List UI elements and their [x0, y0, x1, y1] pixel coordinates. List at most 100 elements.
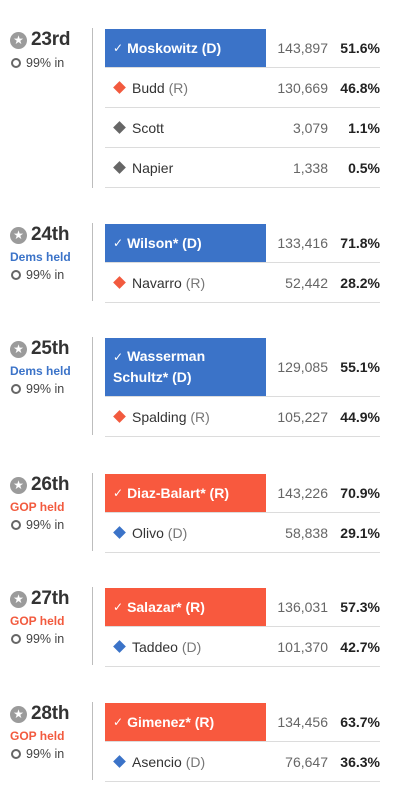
candidate-party: (R): [209, 484, 229, 501]
other-diamond-icon: [113, 161, 126, 174]
candidate-pct: 63.7%: [340, 713, 380, 730]
candidate-pct: 29.1%: [340, 524, 380, 541]
candidate-party: (D): [172, 369, 192, 385]
reporting-text: 99% in: [26, 382, 65, 396]
divider: [92, 337, 93, 435]
reporting-status: 99% in: [10, 382, 100, 396]
candidate-votes: 76,647: [285, 753, 328, 770]
candidate-votes: 52,442: [285, 274, 328, 291]
district-label: 27th: [31, 588, 70, 609]
held-status: GOP held: [10, 500, 65, 514]
candidate-pct: 70.9%: [340, 484, 380, 501]
check-icon: ✓: [113, 599, 124, 614]
candidate-votes: 143,226: [277, 484, 328, 501]
candidate-pct: 42.7%: [340, 638, 380, 655]
district-label: 28th: [31, 703, 70, 724]
candidate-votes: 1,338: [292, 159, 328, 176]
divider: [92, 473, 93, 551]
candidate-party: (D): [181, 638, 202, 655]
reporting-status: 99% in: [10, 747, 100, 761]
candidate-pct: 0.5%: [348, 159, 380, 176]
star-icon[interactable]: ★: [10, 590, 27, 608]
star-icon[interactable]: ★: [10, 31, 27, 49]
district-label: 25th: [31, 338, 70, 359]
results-table: ✓ Wilson* (D) 133,416 71.8% Navarro (R) …: [105, 223, 380, 303]
candidate-votes: 133,416: [277, 234, 328, 251]
candidate-row: Napier 1,338 0.5%: [105, 148, 380, 188]
candidate-name: Salazar*: [127, 598, 182, 615]
reporting-ring-icon: [11, 749, 21, 759]
check-icon: ✓: [113, 485, 124, 500]
held-status: GOP held: [10, 614, 65, 628]
candidate-votes: 130,669: [277, 79, 328, 96]
candidate-row: Olivo (D) 58,838 29.1%: [105, 513, 380, 553]
candidate-row-winner: ✓ Wasserman Schultz* (D) 129,085 55.1%: [105, 337, 380, 397]
reporting-ring-icon: [11, 270, 21, 280]
candidate-party: (R): [194, 713, 215, 730]
candidate-pct: 1.1%: [348, 119, 380, 136]
candidate-party: (D): [185, 753, 206, 770]
candidate-row: Navarro (R) 52,442 28.2%: [105, 263, 380, 303]
reporting-text: 99% in: [26, 518, 65, 532]
reporting-ring-icon: [11, 520, 21, 530]
results-table: ✓ Moskowitz (D) 143,897 51.6% Budd (R) 1…: [105, 28, 380, 188]
reporting-ring-icon: [11, 58, 21, 68]
district-label: 26th: [31, 474, 70, 495]
held-status: GOP held: [10, 729, 65, 743]
dem-diamond-icon: [113, 526, 126, 539]
candidate-pct: 46.8%: [340, 79, 380, 96]
race-title: ★ 27th: [10, 587, 100, 611]
check-icon: ✓: [113, 235, 124, 250]
dem-diamond-icon: [113, 755, 126, 768]
candidate-row-winner: ✓ Gimenez* (R) 134,456 63.7%: [105, 702, 380, 742]
candidate-votes: 105,227: [277, 408, 328, 425]
check-icon: ✓: [113, 714, 124, 729]
star-icon[interactable]: ★: [10, 340, 27, 358]
held-status: Dems held: [10, 364, 71, 378]
reporting-status: 99% in: [10, 56, 100, 70]
race-header: ★ 28th GOP held 99% in: [10, 702, 100, 761]
results-table: ✓ Diaz-Balart* (R) 143,226 70.9% Olivo (…: [105, 473, 380, 553]
district-label: 23rd: [31, 29, 71, 50]
race-header: ★ 24th Dems held 99% in: [10, 223, 100, 282]
candidate-row-winner: ✓ Moskowitz (D) 143,897 51.6%: [105, 28, 380, 68]
candidate-name: Taddeo: [132, 638, 178, 655]
gop-diamond-icon: [113, 81, 126, 94]
race-title: ★ 24th: [10, 223, 100, 247]
candidate-party: (R): [168, 79, 189, 96]
race-header: ★ 23rd 99% in: [10, 28, 100, 70]
candidate-row: Spalding (R) 105,227 44.9%: [105, 397, 380, 437]
reporting-ring-icon: [11, 634, 21, 644]
gop-diamond-icon: [113, 276, 126, 289]
results-table: ✓ Gimenez* (R) 134,456 63.7% Asencio (D)…: [105, 702, 380, 782]
star-icon[interactable]: ★: [10, 476, 27, 494]
candidate-pct: 55.1%: [340, 358, 380, 375]
results-table: ✓ Wasserman Schultz* (D) 129,085 55.1% Sp…: [105, 337, 380, 437]
candidate-row-winner: ✓ Diaz-Balart* (R) 143,226 70.9%: [105, 473, 380, 513]
reporting-text: 99% in: [26, 268, 65, 282]
candidate-name: Diaz-Balart*: [127, 484, 206, 501]
divider: [92, 702, 93, 780]
candidate-pct: 44.9%: [340, 408, 380, 425]
star-icon[interactable]: ★: [10, 226, 27, 244]
race-title: ★ 23rd: [10, 28, 100, 52]
candidate-row: Budd (R) 130,669 46.8%: [105, 68, 380, 108]
candidate-pct: 57.3%: [340, 598, 380, 615]
candidate-name: Olivo: [132, 524, 164, 541]
candidate-row: Scott 3,079 1.1%: [105, 108, 380, 148]
race-header: ★ 26th GOP held 99% in: [10, 473, 100, 532]
candidate-name: Moskowitz: [127, 39, 198, 56]
divider: [92, 223, 93, 301]
candidate-name: Napier: [132, 159, 174, 176]
candidate-row: Taddeo (D) 101,370 42.7%: [105, 627, 380, 667]
divider: [92, 28, 93, 188]
reporting-text: 99% in: [26, 747, 65, 761]
divider: [92, 587, 93, 665]
gop-diamond-icon: [113, 410, 126, 423]
candidate-name: Wilson*: [127, 234, 179, 251]
reporting-status: 99% in: [10, 632, 100, 646]
star-icon[interactable]: ★: [10, 705, 27, 723]
candidate-pct: 36.3%: [340, 753, 380, 770]
dem-diamond-icon: [113, 640, 126, 653]
candidate-name: Asencio: [132, 753, 182, 770]
